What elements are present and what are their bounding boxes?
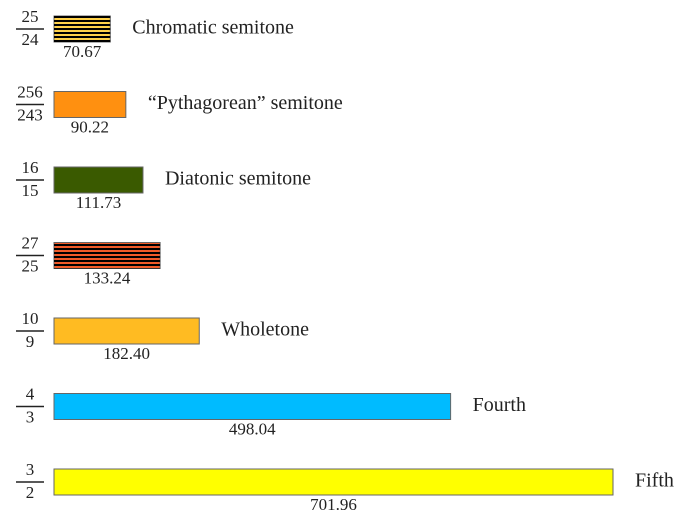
bar: [53, 393, 452, 420]
value-label: 70.67: [63, 42, 102, 61]
interval-name: “Pythagorean” semitone: [148, 92, 343, 114]
interval-name: Chromatic semitone: [132, 17, 294, 39]
ratio-denominator: 24: [22, 30, 40, 49]
value-label: 90.22: [71, 117, 109, 136]
bar: [53, 468, 614, 496]
ratio-denominator: 3: [26, 407, 35, 426]
value-label: 182.40: [103, 344, 150, 363]
interval-name: Fifth: [635, 470, 674, 492]
value-label: 498.04: [229, 419, 276, 438]
ratio-numerator: 4: [26, 384, 35, 403]
value-label: 133.24: [84, 268, 131, 287]
interval-name: Diatonic semitone: [165, 168, 311, 190]
ratio-numerator: 3: [26, 460, 35, 479]
ratio-denominator: 15: [22, 181, 39, 200]
ratio-numerator: 16: [22, 158, 39, 177]
ratio-denominator: 25: [22, 256, 39, 275]
bar: [53, 317, 200, 345]
bar: [53, 242, 161, 269]
ratio-numerator: 10: [22, 309, 39, 328]
ratio-denominator: 2: [26, 483, 35, 502]
bar: [53, 91, 127, 118]
interval-name: Wholetone: [221, 319, 309, 341]
interval-name: Fourth: [473, 394, 526, 416]
ratio-denominator: 243: [17, 105, 43, 124]
bar: [53, 166, 144, 194]
ratio-numerator: 27: [22, 233, 40, 252]
ratio-numerator: 256: [17, 82, 43, 101]
bar: [53, 15, 111, 43]
value-label: 111.73: [76, 193, 122, 212]
value-label: 701.96: [310, 495, 357, 514]
ratio-numerator: 25: [22, 7, 39, 26]
ratio-denominator: 9: [26, 332, 35, 351]
